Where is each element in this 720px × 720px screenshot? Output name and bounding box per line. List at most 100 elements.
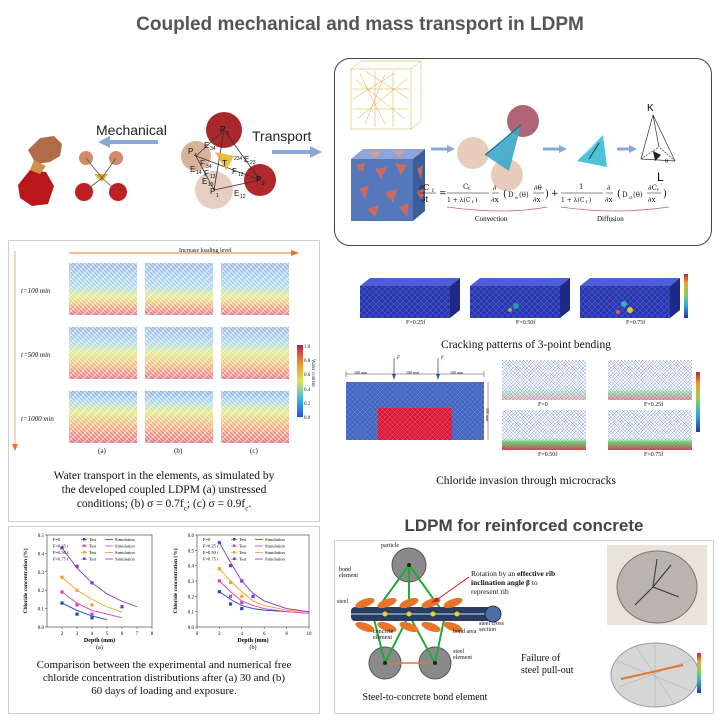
mech-token-0: P [220,125,225,134]
legend-test-mark [233,551,236,554]
increase-loading-label: Increase loading level [179,248,232,254]
dim-label-2: 100 mm [406,370,420,375]
legend-sim-text: Simulation [115,557,136,562]
mechanical-label: Mechanical [96,122,167,138]
scale-tick: 0.4 [304,387,311,393]
mech-token-13: 12 [238,172,244,178]
svg-text:∂C: ∂C [648,184,657,192]
mech-token-1: 3 [226,131,229,137]
y-tick-label: 0.1 [38,608,45,613]
mech-token-21: 2 [262,181,265,187]
mech-token-2: P [188,147,193,156]
water-transport-figure [12,250,303,451]
invasion-label-3: F=0.50f [538,452,558,458]
water-scale-label: Water content [310,359,315,387]
dim-label-1: 100 mm [354,370,368,375]
mech-token-14: E [204,141,209,150]
force-label-1: F [397,356,401,361]
x-tick-label: 6 [263,632,266,637]
legend-test-mark [233,544,236,547]
svg-text:(θ): (θ) [519,191,529,199]
svg-text:∂: ∂ [493,184,497,192]
test-point [75,603,79,607]
y-tick-label: 0.2 [38,589,45,594]
chloride-block-3 [608,410,692,450]
test-point [240,579,244,583]
scale-tick: 0.6 [304,373,311,379]
svg-text:∂C: ∂C [419,183,429,192]
legend-sim-text: Simulation [265,537,286,542]
svg-text:f: f [472,199,474,204]
svg-text:∂x: ∂x [648,196,656,204]
cracking-section: F=0.25f F=0.50f F=0.75f [340,268,712,338]
legend-test-mark [83,538,86,541]
legend-label: F=0.25 f [53,544,69,549]
chloride-block-0 [502,360,586,400]
x-tick-label: 0 [196,632,199,637]
series-line [61,602,108,621]
svg-text:): ) [475,197,477,204]
test-point [90,616,94,620]
scale-tick: 0.2 [304,401,311,407]
svg-text:∂θ: ∂θ [534,184,542,192]
chloride-block-2 [502,410,586,450]
aggregate-shape [28,136,62,164]
red-particle [18,170,54,206]
svg-text:): ) [663,189,667,200]
y-tick-label: 0.0 [38,626,45,631]
test-point [217,590,221,594]
x-tick-label: 2 [218,632,221,637]
y-tick-label: 0.4 [188,565,195,570]
test-point [229,602,233,606]
legend-label: F=0.75 f [53,557,69,562]
series-line [61,591,123,619]
crack-beam-3 [580,278,680,318]
rc-caption: Steel-to-concrete bond element [362,692,488,703]
series-line [219,568,310,613]
svg-text:1 + λ(C: 1 + λ(C [447,197,471,204]
test-point [75,612,79,616]
svg-text:(θ): (θ) [633,191,643,199]
row-label-1: t=100 min [21,287,51,295]
svg-text:f: f [657,187,659,192]
water-row-2 [69,327,289,379]
legend-label: F=0.50 f [203,550,219,555]
diffusion-label: Diffusion [597,215,624,223]
mech-token-25: 12 [240,194,246,200]
x-tick-label: 3 [76,632,79,637]
crack-label-1: F=0.25f [406,320,426,326]
svg-text:∂x: ∂x [605,196,613,204]
mech-token-19: 13 [208,182,214,188]
test-point [240,607,244,611]
rc-steel-label: steel [337,599,348,605]
test-point [229,594,233,598]
scale-tick: 0.0 [304,416,311,422]
mech-token-9: 234 [234,156,243,162]
transport-L: L [657,170,664,184]
legend-label: F=0.25 f [203,544,219,549]
y-tick-label: 0.5 [38,534,45,539]
legend-test-text: Test [89,557,97,562]
mech-token-16: E [190,165,195,174]
water-row-1 [69,263,289,315]
x-tick-label: 6 [121,632,124,637]
mech-token-15: 34 [210,146,216,152]
x-tick-label: 5 [106,632,109,637]
x-tick-label: 7 [136,632,139,637]
legend-test-mark [233,557,236,560]
scale-tick: 1.0 [304,345,311,350]
y-tick-label: 0.2 [188,595,195,600]
svg-text:(: ( [617,189,621,200]
dim-label-4: 100 mm [485,408,490,422]
rc-bond-area-label: bond area [453,629,477,635]
test-point [60,546,64,550]
transport-theta: θ [665,159,668,165]
series-line [219,542,310,613]
chart-sub-label: (b) [250,644,257,651]
y-tick-label: 0.4 [38,552,45,557]
